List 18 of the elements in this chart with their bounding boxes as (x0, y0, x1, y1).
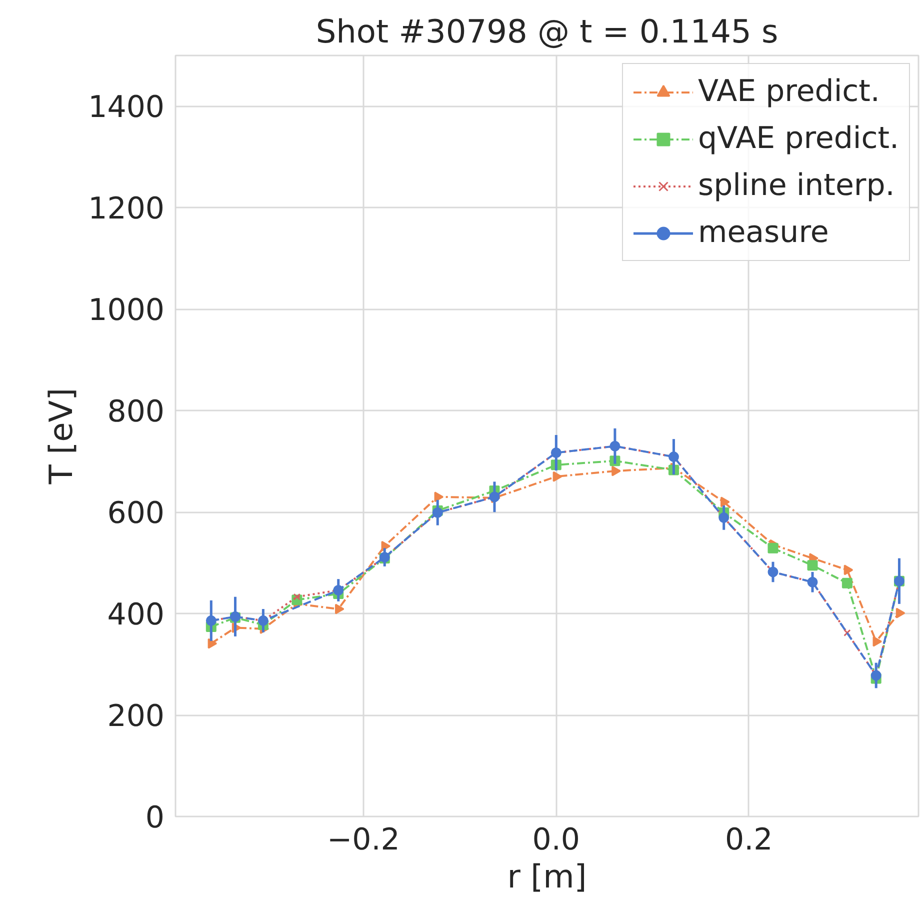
y-tick-label: 1000 (88, 293, 165, 328)
legend-label: spline interp. (698, 168, 895, 203)
x-tick-label: 0.2 (725, 822, 773, 858)
legend-label: qVAE predict. (698, 121, 899, 156)
y-tick-label: 600 (107, 496, 165, 532)
y-tick-label: 800 (107, 394, 165, 430)
x-tick-label: 0.0 (532, 822, 580, 858)
y-tick-label: 0 (145, 800, 165, 836)
y-axis-title: T [eV] (42, 388, 80, 486)
y-tick-label: 200 (107, 699, 165, 734)
chart-title: Shot #30798 @ t = 0.1145 s (316, 12, 778, 50)
legend-label: VAE predict. (698, 74, 880, 109)
y-tick-label: 400 (107, 598, 165, 633)
y-tick-label: 1400 (88, 90, 165, 126)
x-tick-label: −0.2 (326, 822, 400, 858)
legend-label: measure (698, 215, 829, 250)
y-tick-label: 1200 (88, 192, 165, 227)
x-axis-title: r [m] (507, 858, 587, 896)
